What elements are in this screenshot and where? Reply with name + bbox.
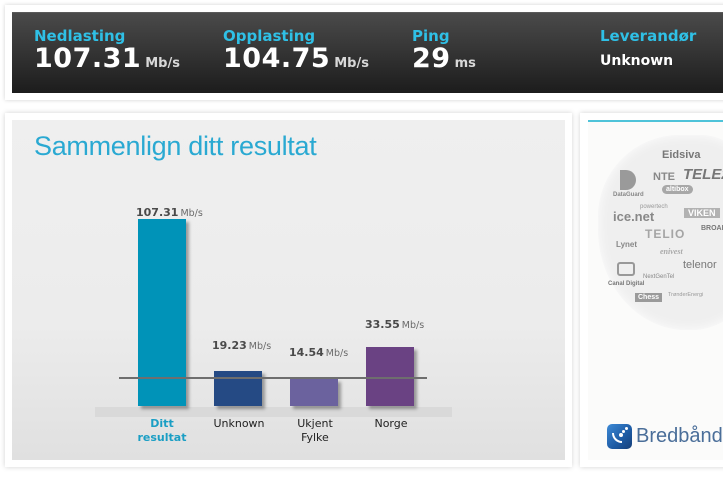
provider-stat: Leverandør Unknown (600, 27, 696, 69)
logo-lynet: Lynet (616, 240, 638, 249)
upload-label: Opplasting (223, 27, 316, 45)
satellite-dish-icon (607, 423, 632, 449)
logo-telio: TELIO (645, 227, 686, 241)
logo-eidsiva: Eidsiva (662, 149, 701, 161)
logo-icenet: ice.net (613, 209, 655, 224)
logo-nextgentel: NextGenTel (643, 274, 675, 280)
bar-value-norway: 33.55 Mb/s (365, 318, 425, 331)
bar-label-your-result: Ditt resultat (137, 417, 187, 444)
logo-canal-digital: Canal Digital (608, 281, 645, 287)
bar-norway[interactable] (366, 347, 414, 406)
reference-line (119, 377, 427, 379)
dataguard-icon (620, 170, 636, 190)
bar-value-unknown: 19.23 Mb/s (212, 339, 272, 352)
logo-altibox: altibox (662, 185, 693, 194)
logo-broad: BROAD (701, 225, 723, 232)
bar-label-norway: Norge (374, 417, 408, 430)
bar-unknown-county[interactable] (290, 379, 338, 406)
provider-value: Unknown (600, 53, 674, 69)
ping-unit: ms (454, 56, 476, 71)
bar-label-unknown-county: Ukjent Fylke (297, 417, 333, 444)
stats-bar: Nedlasting 107.31 Mb/s Opplasting 104.75 M… (12, 12, 723, 93)
upload-stat: Opplasting 104.75 Mb/s (223, 27, 369, 79)
logo-viken: VIKEN (684, 208, 720, 218)
bar-value-unknown-county: 14.54 Mb/s (289, 346, 349, 359)
logo-telenor: telenor (683, 259, 717, 271)
bredbandsguiden-brand[interactable]: Bredbåndsg (607, 423, 723, 449)
bar-unknown[interactable] (214, 371, 262, 406)
provider-panel-accent-line (588, 120, 723, 122)
bar-value-your-result: 107.31 Mb/s (136, 206, 203, 219)
logo-dataguard: DataGuard (613, 192, 644, 198)
ping-value: 29 (412, 43, 451, 74)
compare-title: Sammenlign ditt resultat (34, 131, 317, 161)
bar-label-unknown: Unknown (213, 417, 265, 430)
logo-tele2: TELE2 (683, 166, 723, 183)
download-value: 107.31 (34, 43, 142, 74)
ping-stat: Ping 29 ms (412, 27, 476, 79)
download-stat: Nedlasting 107.31 Mb/s (34, 27, 180, 79)
brand-text: Bredbåndsg (636, 424, 723, 447)
canal-digital-icon (617, 262, 635, 276)
provider-label: Leverandør (600, 27, 697, 45)
download-label: Nedlasting (34, 27, 126, 45)
logo-powertech: powertech (640, 204, 668, 210)
logo-enivest: enivest (660, 247, 683, 256)
logo-tronderenergi: TrønderEnergi (668, 292, 704, 298)
download-unit: Mb/s (145, 56, 180, 71)
compare-chart-area (12, 120, 565, 460)
chart-floor (95, 407, 452, 417)
ping-label: Ping (412, 27, 450, 45)
logo-nte: NTE (653, 171, 675, 183)
bar-your-result[interactable] (138, 219, 186, 406)
logo-chess: Chess (635, 293, 663, 302)
upload-value: 104.75 (223, 43, 331, 74)
upload-unit: Mb/s (334, 56, 369, 71)
